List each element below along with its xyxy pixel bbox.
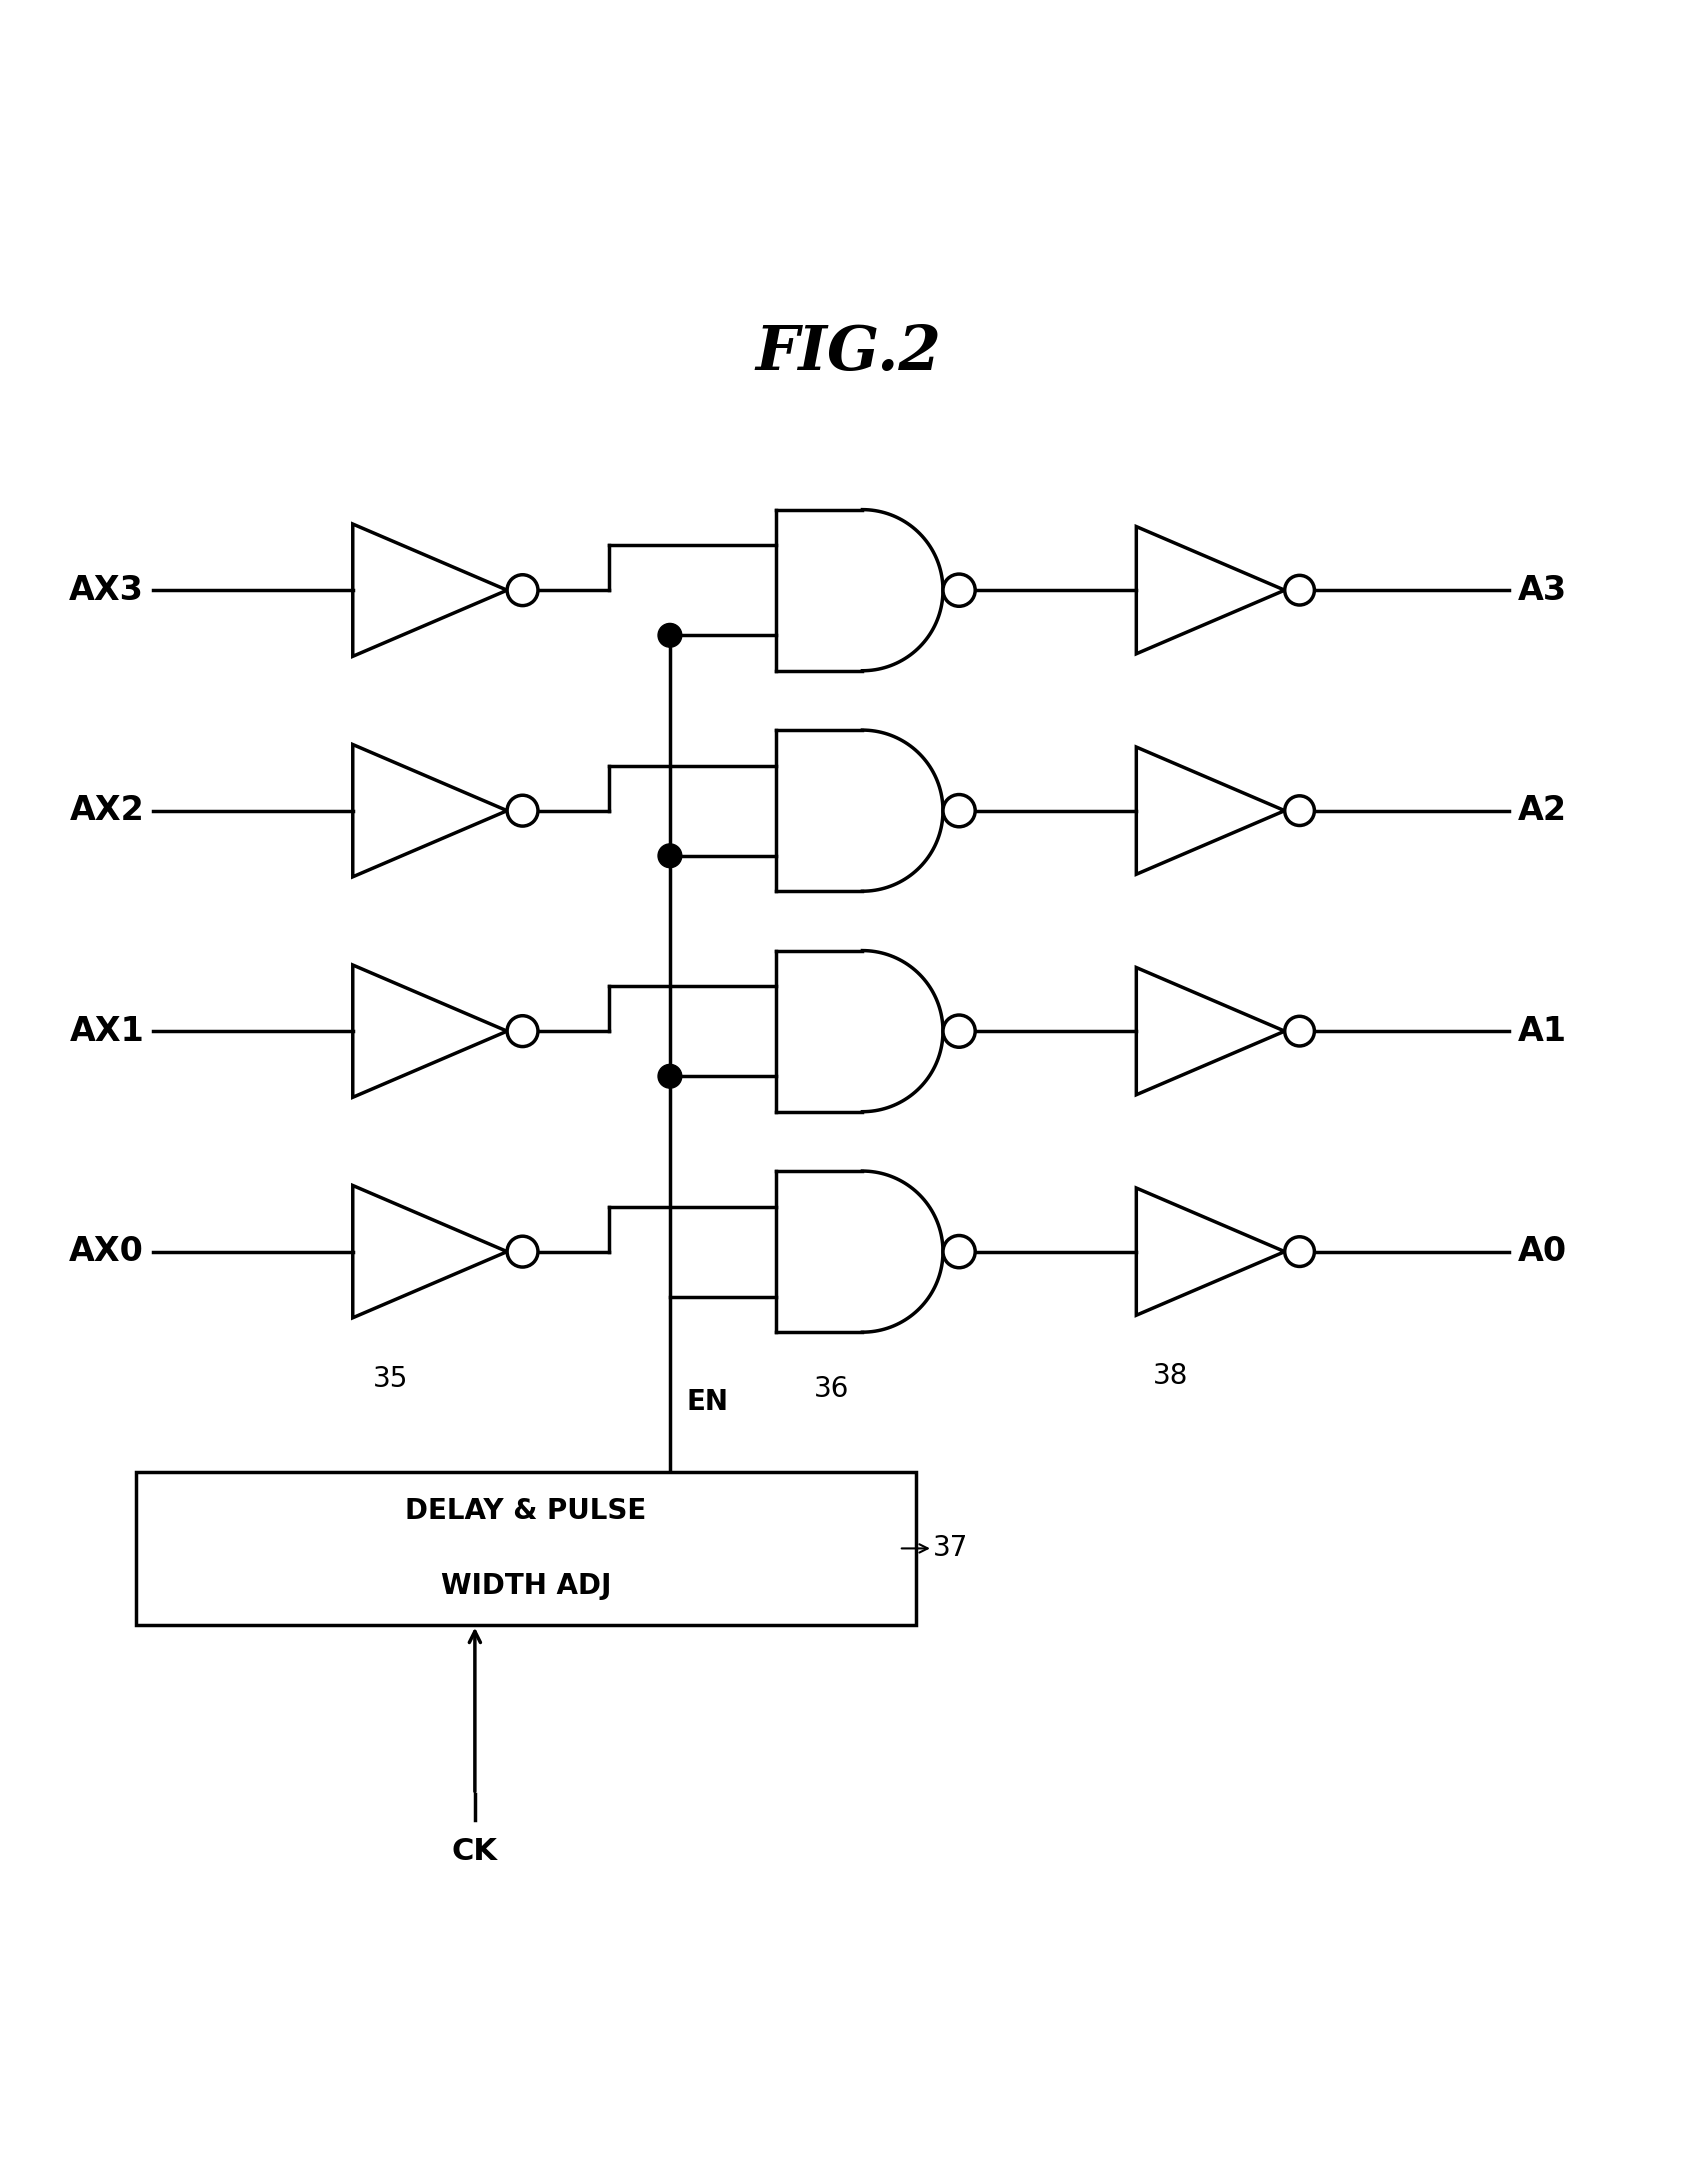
Circle shape	[658, 1064, 682, 1088]
Text: 37: 37	[933, 1535, 968, 1562]
Text: DELAY & PULSE: DELAY & PULSE	[405, 1496, 646, 1525]
Circle shape	[658, 624, 682, 648]
Text: FIG.2: FIG.2	[755, 323, 941, 382]
Circle shape	[943, 1234, 975, 1267]
Text: AX1: AX1	[70, 1014, 144, 1047]
Text: A2: A2	[1518, 794, 1567, 827]
Circle shape	[1286, 1016, 1314, 1047]
Circle shape	[507, 576, 538, 606]
Circle shape	[507, 1237, 538, 1267]
Text: EN: EN	[687, 1387, 729, 1415]
Text: AX3: AX3	[70, 574, 144, 606]
FancyBboxPatch shape	[136, 1472, 916, 1625]
Circle shape	[658, 844, 682, 868]
Text: 38: 38	[1153, 1361, 1189, 1389]
Text: A0: A0	[1518, 1234, 1567, 1267]
Circle shape	[943, 794, 975, 827]
Text: WIDTH ADJ: WIDTH ADJ	[441, 1573, 611, 1599]
Text: A3: A3	[1518, 574, 1567, 606]
Circle shape	[943, 1014, 975, 1047]
Circle shape	[507, 1016, 538, 1047]
Circle shape	[507, 796, 538, 827]
Text: AX0: AX0	[70, 1234, 144, 1267]
Circle shape	[1286, 576, 1314, 604]
Text: 36: 36	[814, 1374, 850, 1402]
Text: CK: CK	[451, 1836, 499, 1865]
Circle shape	[943, 574, 975, 606]
Text: AX2: AX2	[70, 794, 144, 827]
Circle shape	[1286, 796, 1314, 824]
Text: A1: A1	[1518, 1014, 1567, 1047]
Circle shape	[1286, 1237, 1314, 1267]
Text: 35: 35	[373, 1365, 409, 1394]
